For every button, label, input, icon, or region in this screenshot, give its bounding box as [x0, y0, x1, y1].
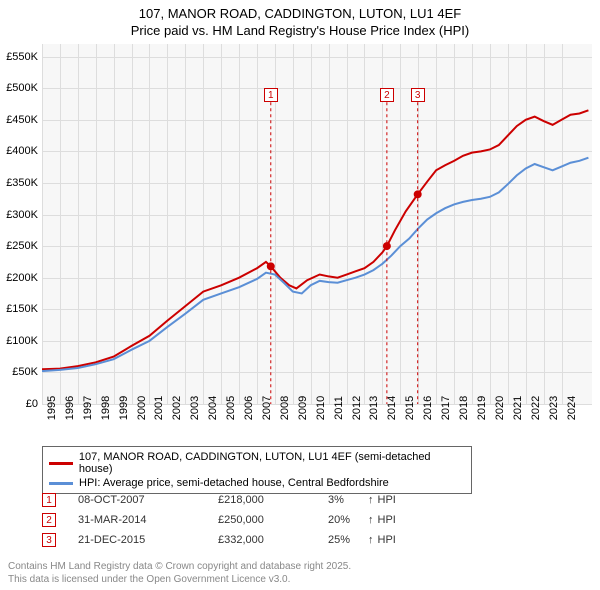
- sales-row-date: 08-OCT-2007: [78, 494, 218, 506]
- callout-box: 2: [380, 88, 394, 102]
- title-block: 107, MANOR ROAD, CADDINGTON, LUTON, LU1 …: [0, 0, 600, 40]
- legend-label-hpi: HPI: Average price, semi-detached house,…: [79, 477, 389, 489]
- callout-box: 3: [411, 88, 425, 102]
- x-axis-tick-label: 2018: [458, 396, 470, 420]
- x-axis-tick-label: 2002: [171, 396, 183, 420]
- legend-item-hpi: HPI: Average price, semi-detached house,…: [49, 476, 465, 490]
- sales-table: 108-OCT-2007£218,0003%↑HPI231-MAR-2014£2…: [42, 490, 396, 550]
- x-axis-tick-label: 2020: [494, 396, 506, 420]
- y-axis-tick-label: £300K: [0, 209, 38, 221]
- x-axis-tick-label: 2013: [368, 396, 380, 420]
- x-axis-tick-label: 2017: [440, 396, 452, 420]
- legend-swatch-hpi: [49, 482, 73, 485]
- x-axis-tick-label: 2006: [243, 396, 255, 420]
- y-axis-tick-label: £450K: [0, 114, 38, 126]
- x-axis-tick-label: 2010: [315, 396, 327, 420]
- y-axis-tick-label: £200K: [0, 272, 38, 284]
- x-axis-tick-label: 2019: [476, 396, 488, 420]
- legend-box: 107, MANOR ROAD, CADDINGTON, LUTON, LU1 …: [42, 446, 472, 494]
- sales-row: 2 31-MAR-2014£250,00020%↑ HPI: [42, 510, 396, 530]
- title-line-2: Price paid vs. HM Land Registry's House …: [0, 23, 600, 40]
- title-line-1: 107, MANOR ROAD, CADDINGTON, LUTON, LU1 …: [0, 6, 600, 23]
- x-axis-tick-label: 2012: [351, 396, 363, 420]
- legend-swatch-price-paid: [49, 462, 73, 465]
- sales-row: 3 21-DEC-2015£332,00025%↑ HPI: [42, 530, 396, 550]
- x-axis-tick-label: 1997: [82, 396, 94, 420]
- x-axis-tick-label: 2001: [153, 396, 165, 420]
- x-axis-tick-label: 2014: [386, 396, 398, 420]
- up-arrow-icon: ↑: [368, 494, 374, 506]
- x-axis-tick-label: 2008: [279, 396, 291, 420]
- sales-row-suffix: HPI: [378, 494, 396, 506]
- sales-row-price: £332,000: [218, 534, 328, 546]
- x-axis-tick-label: 2015: [404, 396, 416, 420]
- up-arrow-icon: ↑: [368, 534, 374, 546]
- x-axis-tick-label: 2004: [207, 396, 219, 420]
- legend-item-price-paid: 107, MANOR ROAD, CADDINGTON, LUTON, LU1 …: [49, 450, 465, 476]
- sales-row-pct: 25%: [328, 534, 368, 546]
- x-axis-tick-label: 2011: [333, 396, 345, 420]
- y-axis-tick-label: £550K: [0, 51, 38, 63]
- chart-plot-area: 123 £0£50K£100K£150K£200K£250K£300K£350K…: [42, 44, 592, 404]
- x-axis-tick-label: 2023: [548, 396, 560, 420]
- sales-row-date: 31-MAR-2014: [78, 514, 218, 526]
- x-axis-tick-label: 1998: [100, 396, 112, 420]
- sales-row-date: 21-DEC-2015: [78, 534, 218, 546]
- sales-row-price: £218,000: [218, 494, 328, 506]
- x-axis-tick-label: 2022: [530, 396, 542, 420]
- y-axis-tick-label: £50K: [0, 366, 38, 378]
- legend-label-price-paid: 107, MANOR ROAD, CADDINGTON, LUTON, LU1 …: [79, 451, 465, 475]
- x-axis-tick-label: 2024: [566, 396, 578, 420]
- y-axis-tick-label: £100K: [0, 335, 38, 347]
- x-axis-tick-label: 2005: [225, 396, 237, 420]
- x-axis-tick-label: 2000: [136, 396, 148, 420]
- y-axis-tick-label: £400K: [0, 145, 38, 157]
- sales-row-price: £250,000: [218, 514, 328, 526]
- x-axis-tick-label: 2016: [422, 396, 434, 420]
- sales-row-marker: 1: [42, 493, 56, 507]
- y-axis-tick-label: £150K: [0, 303, 38, 315]
- x-axis-tick-label: 1999: [118, 396, 130, 420]
- sales-row-marker: 2: [42, 513, 56, 527]
- y-axis-tick-label: £250K: [0, 240, 38, 252]
- x-axis-tick-label: 1996: [64, 396, 76, 420]
- callout-box: 1: [264, 88, 278, 102]
- y-axis-tick-label: £350K: [0, 177, 38, 189]
- footer-line-2: This data is licensed under the Open Gov…: [8, 573, 351, 586]
- y-axis-tick-label: £0: [0, 398, 38, 410]
- sales-row-suffix: HPI: [378, 534, 396, 546]
- sales-row: 1 08-OCT-2007£218,0003%↑ HPI: [42, 490, 396, 510]
- x-axis-tick-label: 2007: [261, 396, 273, 420]
- up-arrow-icon: ↑: [368, 514, 374, 526]
- sales-row-suffix: HPI: [378, 514, 396, 526]
- sales-row-marker: 3: [42, 533, 56, 547]
- y-axis-tick-label: £500K: [0, 82, 38, 94]
- series-line-price_paid: [42, 110, 588, 369]
- x-axis-tick-label: 2021: [512, 396, 524, 420]
- footer-line-1: Contains HM Land Registry data © Crown c…: [8, 560, 351, 573]
- chart-lines-svg: [42, 44, 592, 404]
- x-axis-tick-label: 2003: [189, 396, 201, 420]
- sales-row-pct: 3%: [328, 494, 368, 506]
- x-axis-tick-label: 1995: [46, 396, 58, 420]
- footer-attribution: Contains HM Land Registry data © Crown c…: [8, 560, 351, 586]
- sales-row-pct: 20%: [328, 514, 368, 526]
- series-line-hpi: [42, 158, 588, 371]
- chart-container: 107, MANOR ROAD, CADDINGTON, LUTON, LU1 …: [0, 0, 600, 590]
- x-axis-tick-label: 2009: [297, 396, 309, 420]
